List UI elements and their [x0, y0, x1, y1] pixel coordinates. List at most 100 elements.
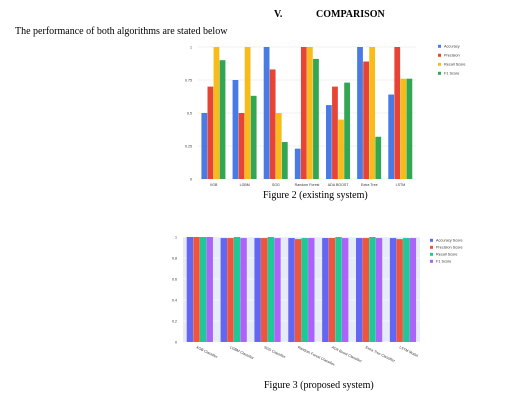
section-title: COMPARISON: [316, 9, 385, 20]
bar-5-3: [375, 238, 383, 342]
bar-4-3: [341, 238, 349, 342]
bar-6-3: [409, 238, 417, 342]
y-tick-label: 0.2: [172, 320, 177, 324]
y-tick-label: 1: [175, 236, 177, 240]
bar-1-3: [240, 238, 247, 342]
bar-6-0: [389, 238, 397, 342]
bar-4-0: [322, 238, 329, 342]
bar-2-0: [263, 47, 270, 179]
legend-swatch: [430, 238, 433, 242]
bar-0-3: [219, 60, 226, 180]
legend-label: Recall Score: [444, 63, 466, 67]
bar-0-2: [199, 237, 207, 342]
bar-1-0: [220, 238, 227, 342]
figure-2-caption: Figure 2 (existing system): [263, 190, 368, 201]
bar-0-0: [201, 113, 208, 179]
legend-label: Precision Score: [436, 246, 463, 250]
legend-label: Accuracy: [444, 45, 460, 49]
legend-swatch: [430, 259, 433, 263]
legend-swatch: [430, 252, 433, 256]
bar-2-3: [281, 142, 288, 179]
bar-2-0: [254, 238, 261, 342]
x-tick-label: SGG: [272, 183, 280, 187]
legend-swatch: [438, 53, 441, 57]
legend-swatch: [430, 245, 433, 249]
bar-2-1: [269, 69, 276, 179]
x-tick-label: LGBM Classifier: [229, 345, 255, 360]
x-tick-label: ADA Boost Classifier: [331, 345, 363, 363]
bar-3-1: [294, 239, 302, 342]
bar-5-0: [357, 47, 363, 179]
bar-1-0: [232, 80, 239, 179]
bar-6-3: [406, 78, 413, 179]
x-tick-label: LSTM: [396, 183, 406, 187]
bar-3-2: [307, 47, 313, 179]
bar-0-1: [207, 86, 214, 179]
legend-label: Precision: [444, 54, 460, 58]
figure-3-caption: Figure 3 (proposed system): [264, 380, 374, 391]
y-tick-label: 0: [190, 178, 192, 182]
x-tick-label: ADA BOOST: [328, 183, 350, 187]
x-tick-label: XGB: [210, 183, 218, 187]
bar-0-3: [206, 237, 213, 342]
x-tick-label: Random Forest Classifier: [297, 345, 336, 367]
bar-4-1: [328, 238, 336, 342]
bar-4-2: [338, 119, 344, 179]
bar-1-1: [238, 113, 245, 179]
y-tick-label: 0.8: [172, 257, 177, 261]
bar-2-1: [261, 238, 268, 342]
bar-4-3: [344, 82, 350, 179]
bar-5-2: [369, 237, 376, 342]
bar-4-2: [335, 237, 342, 342]
bar-6-0: [388, 94, 395, 179]
bar-3-1: [300, 47, 307, 179]
y-tick-label: 0: [175, 341, 177, 345]
bar-2-2: [267, 237, 275, 342]
bar-5-1: [362, 238, 370, 342]
bar-3-0: [294, 148, 301, 179]
legend-label: F1 Score: [444, 72, 459, 76]
x-tick-label: Extra Tree Classifier: [365, 345, 397, 363]
bar-6-2: [403, 238, 410, 342]
bar-1-1: [227, 238, 234, 342]
bar-4-1: [332, 86, 338, 179]
bar-2-2: [275, 113, 282, 179]
legend-swatch: [438, 44, 441, 48]
bar-6-2: [400, 78, 407, 179]
bar-5-0: [356, 238, 363, 342]
bar-0-1: [193, 237, 200, 342]
legend-label: F1 Score: [436, 260, 451, 264]
bar-3-0: [288, 238, 295, 342]
section-number: V.: [274, 9, 283, 20]
bar-1-2: [244, 47, 251, 179]
bar-3-3: [313, 58, 319, 179]
y-tick-label: 0.6: [172, 278, 177, 282]
bar-4-0: [325, 105, 332, 179]
bar-3-3: [308, 238, 315, 342]
bar-1-2: [233, 237, 241, 342]
legend-label: Accuracy Score: [436, 239, 463, 243]
x-tick-label: XGB Classifier: [195, 345, 218, 359]
x-tick-label: SGD Classifier: [263, 345, 287, 359]
y-tick-label: 0.4: [172, 299, 177, 303]
x-tick-label: Extra Tree: [361, 183, 378, 187]
bar-5-2: [369, 47, 376, 179]
bar-2-3: [274, 238, 281, 342]
bar-0-0: [186, 237, 194, 342]
bar-1-3: [250, 95, 257, 179]
x-tick-label: LGBM: [240, 183, 250, 187]
bar-0-2: [213, 47, 220, 179]
legend-swatch: [438, 62, 441, 66]
bar-5-1: [363, 61, 369, 179]
y-tick-label: 0.5: [187, 112, 192, 116]
bar-3-2: [301, 238, 308, 342]
y-tick-label: 1: [190, 46, 192, 50]
bar-6-1: [394, 47, 401, 179]
intro-paragraph: The performance of both algorithms are s…: [15, 26, 228, 37]
legend-swatch: [438, 71, 441, 75]
x-tick-label: LSTM Model: [399, 345, 419, 358]
y-tick-label: 0.75: [185, 79, 192, 83]
bar-6-1: [396, 239, 403, 342]
